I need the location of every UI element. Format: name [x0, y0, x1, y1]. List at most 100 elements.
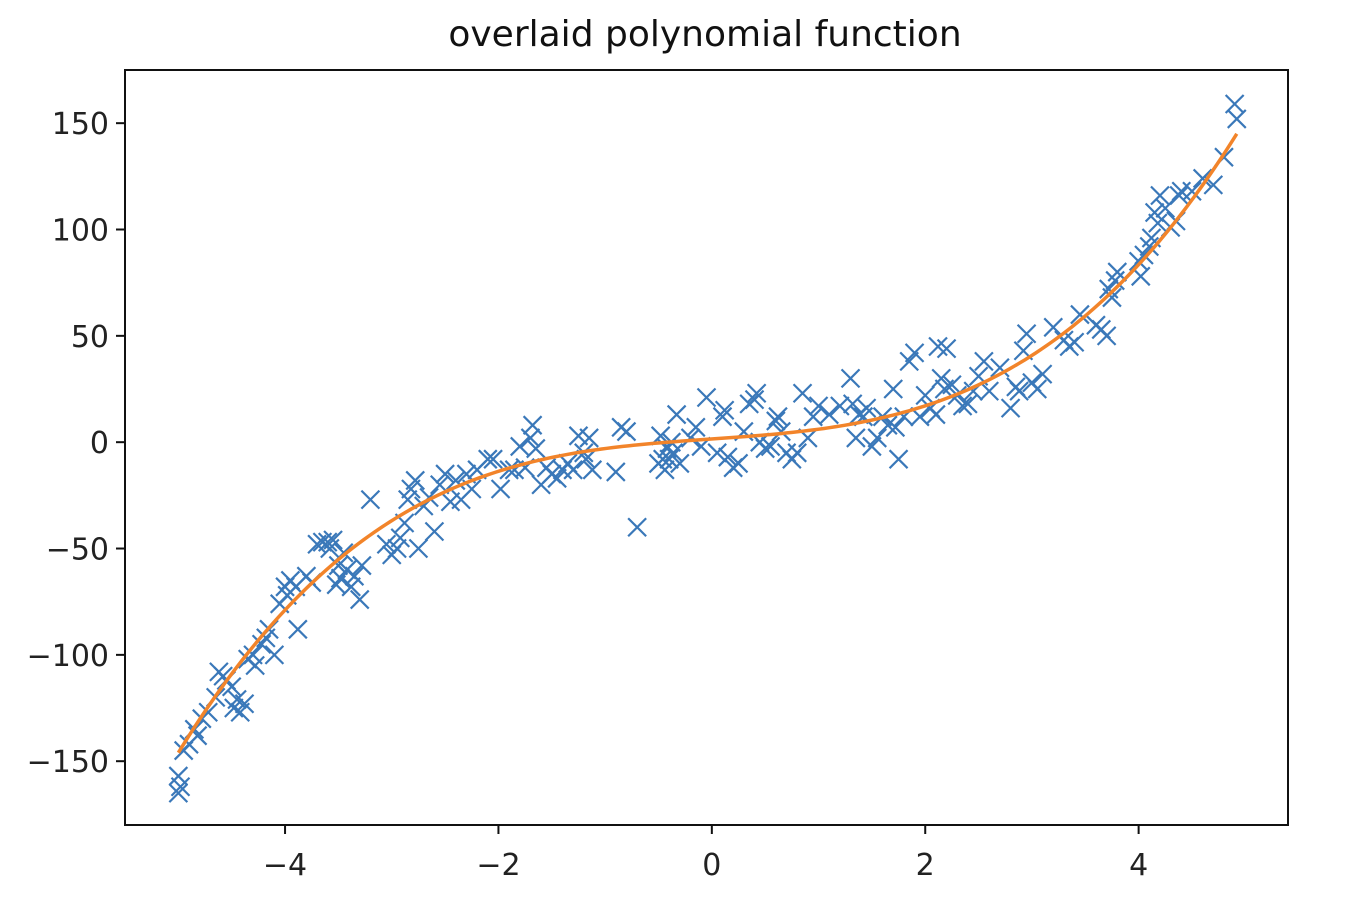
scatter-point [936, 338, 957, 359]
scatter-point [830, 396, 850, 416]
scatter-point [862, 436, 882, 457]
scatter-point [245, 655, 265, 676]
scatter-point [746, 383, 767, 404]
scatter-point [341, 577, 361, 597]
scatter-point [808, 396, 829, 416]
scatter-point [360, 489, 381, 510]
x-axis: −4 −2 0 2 4 [263, 825, 1148, 883]
scatter-point [885, 417, 906, 438]
scatter-point [1107, 262, 1128, 282]
scatter-point [1148, 213, 1168, 233]
plot-marks [168, 94, 1247, 803]
scatter-point [616, 421, 637, 442]
scatter-point [744, 389, 765, 410]
scatter-point [1043, 317, 1064, 338]
scatter-point [904, 343, 925, 363]
scatter-point [663, 443, 684, 463]
scatter-point [655, 460, 675, 480]
y-axis: −150 −100 −50 0 50 100 150 [27, 107, 125, 780]
x-tick-label: 4 [1129, 848, 1148, 883]
scatter-point [390, 528, 411, 548]
y-tick-label: 50 [71, 320, 109, 355]
scatter-point [670, 453, 690, 474]
scatter-point [387, 538, 407, 559]
scatter-point [768, 406, 788, 427]
scatter-point [288, 619, 308, 640]
fit-curve [176, 132, 1239, 754]
scatter-point [234, 693, 255, 714]
scatter-point [771, 421, 791, 442]
scatter-point [435, 464, 455, 484]
scatter-point [405, 470, 425, 491]
x-tick-label: 2 [916, 848, 935, 883]
scatter-point [1144, 202, 1165, 223]
scatter-point [803, 406, 823, 427]
scatter-point [490, 479, 511, 499]
scatter-point [931, 368, 952, 389]
scatter-point [867, 428, 887, 448]
scatter-point [856, 398, 877, 418]
x-tick-label: −4 [263, 848, 307, 883]
scatter-point [563, 460, 583, 480]
scatter-point [974, 351, 994, 372]
scatter-point [942, 374, 962, 395]
scatter-point [1016, 323, 1037, 344]
scatter-point [819, 404, 839, 425]
scatter-point [1150, 185, 1170, 206]
scatter-point [376, 534, 397, 555]
scatter-point [510, 436, 530, 457]
scatter-point [1064, 332, 1085, 353]
chart-title: overlaid polynomial function [448, 14, 961, 55]
y-tick-label: 150 [52, 107, 109, 142]
plot-frame [124, 69, 1289, 826]
scatter-point [712, 406, 733, 427]
scatter-point [666, 404, 687, 425]
scatter-point [846, 428, 866, 448]
scatter-point [840, 368, 861, 389]
scatter-point [1027, 379, 1048, 399]
scatter-point [926, 404, 946, 425]
y-tick-label: −150 [27, 745, 109, 780]
scatter-point [526, 438, 546, 459]
scatter-point [755, 438, 775, 459]
scatter-point [349, 589, 370, 610]
scatter-point [707, 443, 727, 463]
scatter-point [352, 555, 372, 576]
scatter-point [264, 645, 285, 665]
scatter-point [1070, 304, 1090, 325]
scatter-point [680, 428, 701, 448]
scatter-point [728, 453, 749, 474]
scatter-point [1009, 381, 1029, 401]
scatter-point [1032, 364, 1053, 384]
x-tick-label: 0 [702, 848, 721, 883]
scatter-point [760, 436, 781, 457]
scatter-point [424, 521, 445, 542]
scatter-point [915, 385, 936, 406]
x-tick-label: −2 [476, 848, 520, 883]
scatter-point [990, 357, 1010, 378]
scatter-point [952, 396, 973, 416]
scatter-point [1134, 245, 1154, 265]
scatter-point [477, 449, 498, 469]
scatter-point [547, 468, 567, 489]
scatter-point [718, 447, 738, 467]
scatter-point [979, 381, 1000, 401]
scatter-point [1102, 287, 1122, 308]
y-tick-label: −50 [46, 533, 109, 568]
scatter-point [899, 351, 920, 372]
scatter-point [579, 428, 599, 448]
scatter-point [582, 460, 603, 480]
scatter-point [686, 417, 706, 438]
scatter-point [1096, 326, 1117, 346]
scatter-point [522, 415, 543, 435]
scatter-point [1192, 168, 1213, 189]
scatter-point [842, 394, 863, 414]
scatter-point [344, 566, 365, 586]
scatter-point [1000, 398, 1021, 418]
scatter-point [408, 538, 429, 559]
scatter-point [714, 400, 735, 421]
scatter-point [883, 379, 903, 399]
scatter-point [168, 783, 189, 803]
scatter-point [792, 383, 813, 404]
y-tick-label: 100 [52, 214, 109, 249]
